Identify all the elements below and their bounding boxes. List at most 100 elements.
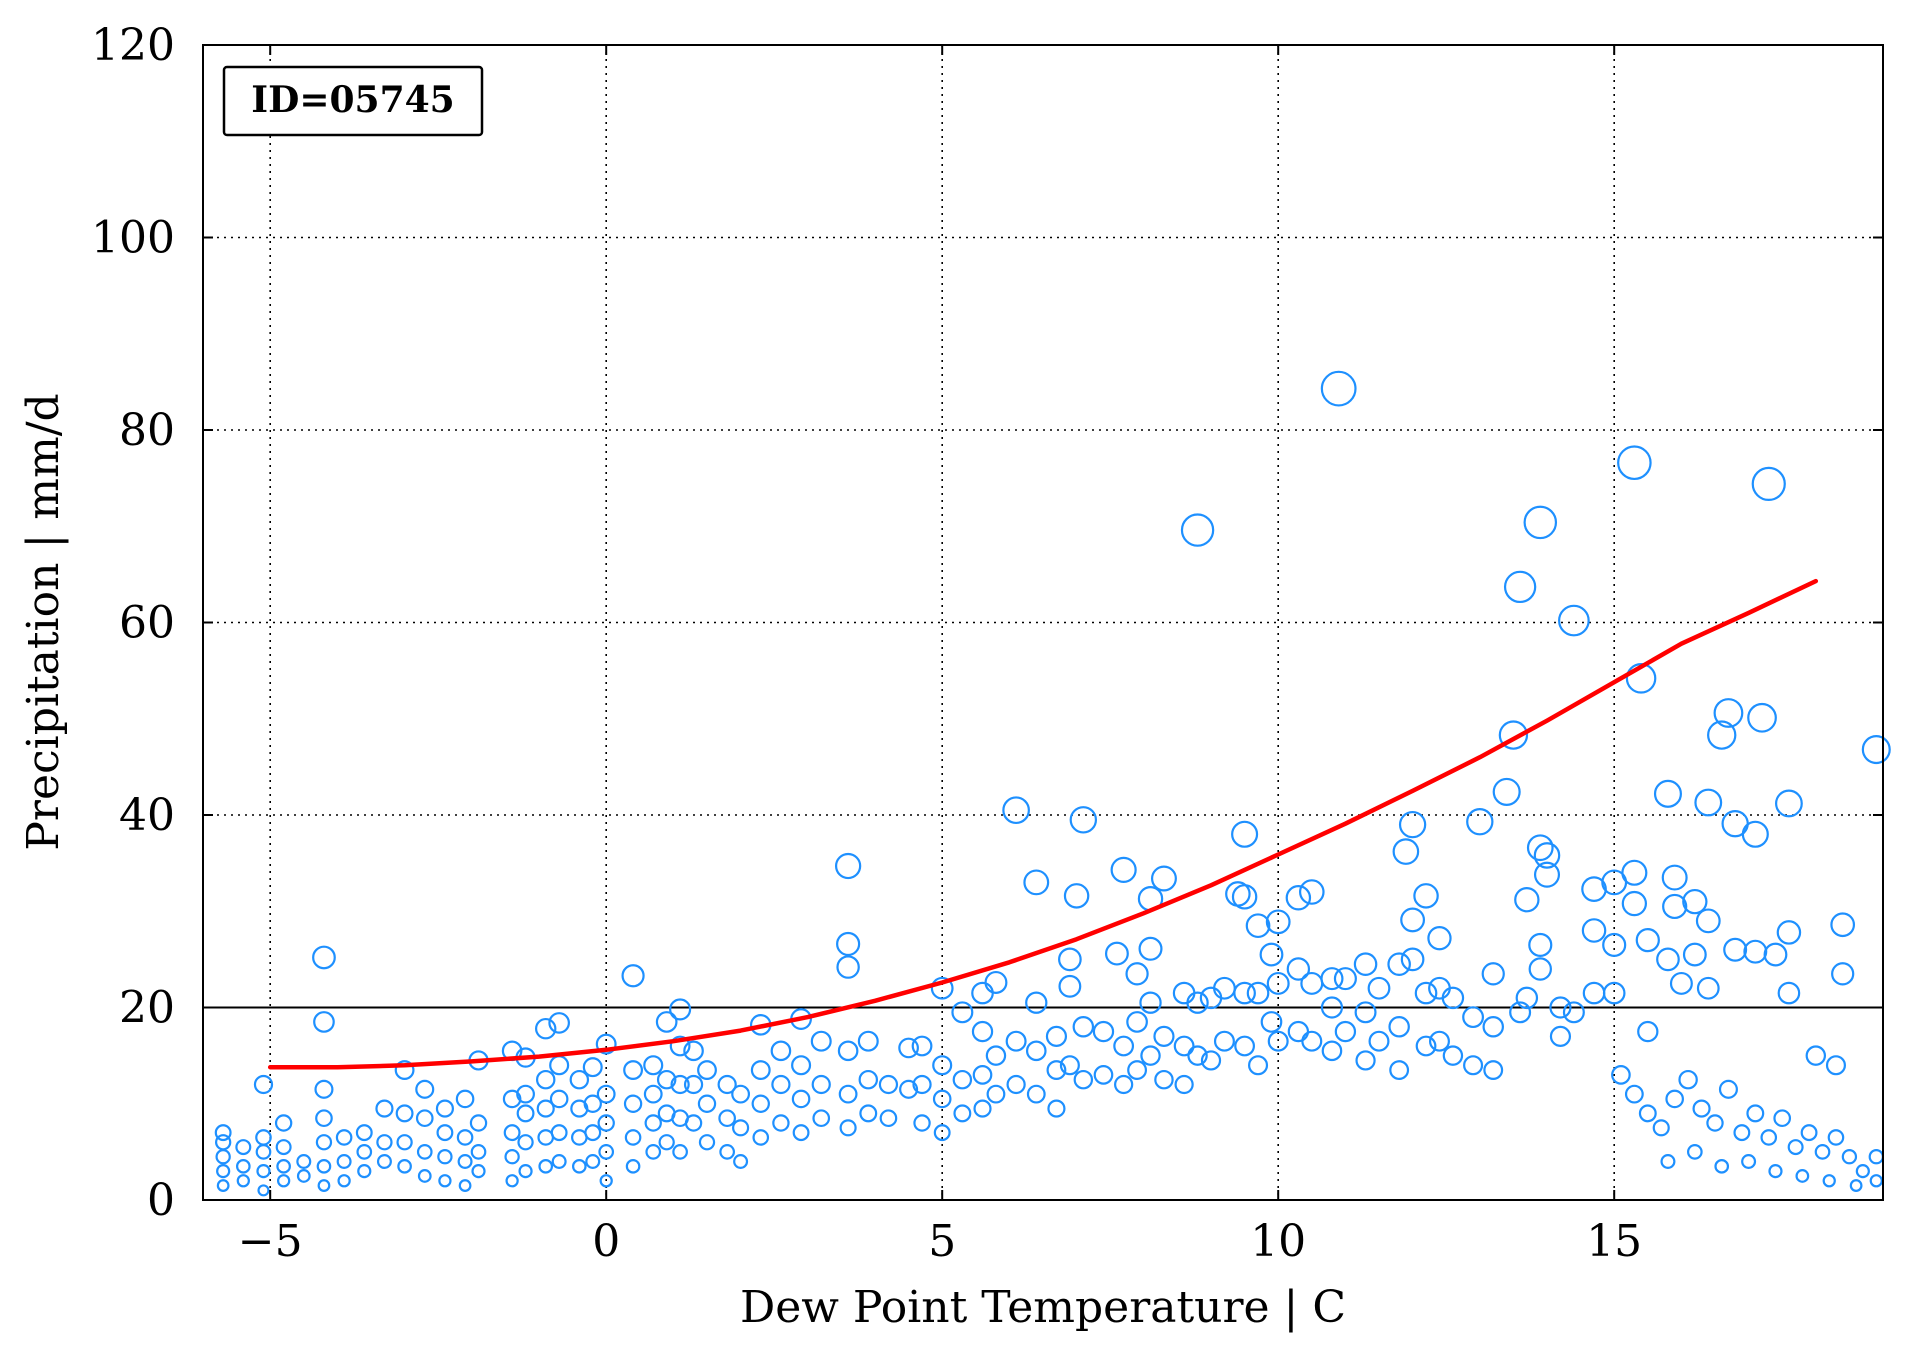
data-point-336 (1849, 1179, 1863, 1192)
data-point-201 (1199, 986, 1223, 1010)
data-point-36 (395, 1104, 414, 1123)
data-point-38 (397, 1159, 412, 1174)
data-point-259 (1509, 1001, 1532, 1024)
data-point-50 (458, 1179, 472, 1192)
data-point-334 (1795, 1169, 1810, 1183)
data-point-3 (216, 1164, 231, 1179)
data-point-186 (1126, 1011, 1148, 1033)
y-tick-label-2: 40 (119, 790, 175, 841)
data-point-335 (1822, 1174, 1836, 1188)
data-point-123 (771, 1074, 791, 1095)
data-point-328 (1841, 1149, 1858, 1165)
data-point-267 (1533, 861, 1561, 888)
data-point-325 (1800, 1124, 1818, 1142)
data-point-142 (879, 1109, 898, 1128)
data-point-20 (313, 1011, 335, 1033)
data-point-6 (236, 1159, 251, 1174)
data-point-132 (834, 852, 862, 880)
data-point-164 (1006, 1074, 1026, 1095)
data-point-321 (1746, 1104, 1765, 1123)
data-point-244 (1415, 1035, 1437, 1057)
data-point-48 (456, 1129, 474, 1146)
data-point-222 (1300, 971, 1324, 995)
data-point-109 (697, 1060, 717, 1080)
data-point-319 (1718, 1079, 1738, 1099)
data-point-206 (1231, 820, 1259, 848)
data-point-165 (1023, 869, 1050, 896)
data-point-98 (656, 1069, 677, 1090)
data-point-89 (623, 1060, 644, 1080)
data-point-215 (1265, 909, 1291, 935)
data-point-285 (1656, 947, 1680, 972)
data-point-159 (984, 970, 1008, 994)
data-point-144 (899, 1079, 919, 1099)
data-point-318 (1706, 1114, 1724, 1132)
data-point-1 (215, 1134, 232, 1151)
data-point-200 (1187, 1045, 1208, 1066)
data-point-12 (257, 1184, 270, 1197)
data-point-223 (1301, 1030, 1323, 1052)
x-tick-label-0: −5 (238, 1216, 303, 1267)
data-point-131 (812, 1109, 831, 1128)
data-point-5 (235, 1139, 252, 1156)
data-point-192 (1150, 865, 1177, 892)
data-point-11 (256, 1164, 271, 1179)
data-point-271 (1562, 1001, 1585, 1024)
data-point-154 (953, 1104, 972, 1123)
data-point-280 (1621, 890, 1648, 917)
data-point-234 (1368, 1030, 1390, 1052)
data-point-14 (275, 1139, 292, 1156)
id-annotation: ID=05745 (222, 65, 484, 137)
data-point-116 (732, 1119, 750, 1137)
data-point-316 (1678, 1069, 1698, 1090)
data-point-269 (1549, 1025, 1572, 1047)
data-point-210 (1245, 913, 1271, 939)
data-point-264 (1528, 932, 1553, 957)
data-point-270 (1558, 604, 1590, 637)
data-point-13 (274, 1114, 293, 1132)
data-point-141 (878, 1074, 899, 1095)
data-point-324 (1787, 1139, 1804, 1156)
data-point-185 (1125, 962, 1149, 986)
data-point-2 (215, 1149, 231, 1165)
data-point-255 (1483, 1060, 1504, 1080)
data-point-176 (1069, 806, 1098, 834)
data-point-87 (599, 1174, 613, 1188)
data-point-74 (551, 1153, 567, 1169)
data-point-298 (1741, 820, 1769, 848)
data-point-317 (1692, 1099, 1711, 1118)
data-point-250 (1462, 1006, 1485, 1029)
data-point-97 (655, 1011, 678, 1033)
data-point-289 (1682, 888, 1708, 915)
data-point-91 (624, 1129, 642, 1146)
data-point-47 (455, 1089, 475, 1109)
y-tick-label-3: 60 (119, 598, 175, 649)
data-point-239 (1398, 810, 1427, 839)
data-point-72 (549, 1089, 569, 1109)
data-point-22 (315, 1109, 333, 1128)
data-point-102 (669, 1035, 691, 1057)
data-point-129 (810, 1030, 832, 1052)
data-point-339 (1660, 1153, 1676, 1169)
data-point-214 (1260, 1011, 1283, 1033)
data-point-57 (503, 1124, 521, 1142)
data-point-17 (296, 1153, 312, 1169)
data-point-226 (1321, 1040, 1343, 1062)
data-point-313 (1638, 1104, 1657, 1123)
data-point-305 (1777, 981, 1801, 1005)
data-point-26 (335, 1129, 353, 1146)
data-point-199 (1186, 991, 1209, 1014)
data-point-207 (1231, 884, 1258, 910)
data-point-128 (792, 1124, 810, 1142)
data-point-135 (837, 1040, 859, 1062)
data-point-16 (276, 1174, 291, 1188)
data-point-157 (972, 1065, 993, 1085)
x-tick-label-2: 5 (928, 1216, 956, 1267)
data-point-84 (596, 1084, 616, 1104)
x-axis-label: Dew Point Temperature | C (740, 1282, 1346, 1333)
data-point-130 (811, 1074, 831, 1095)
data-point-148 (930, 976, 954, 1000)
data-point-283 (1637, 1020, 1659, 1043)
data-point-253 (1481, 962, 1505, 986)
data-point-247 (1428, 1030, 1450, 1052)
